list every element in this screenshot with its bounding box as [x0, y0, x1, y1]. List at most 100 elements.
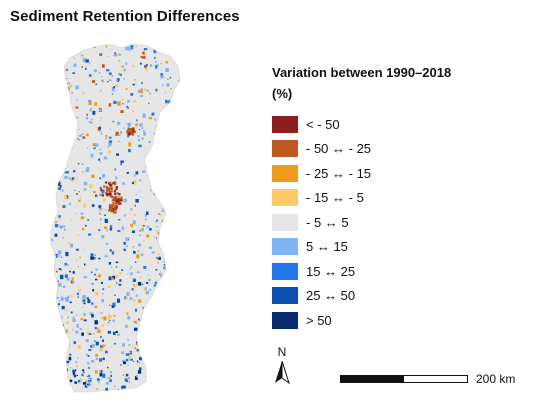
variation-pixel: [155, 295, 160, 300]
variation-pixel: [65, 368, 67, 370]
variation-pixel: [50, 223, 52, 226]
variation-pixel: [139, 123, 143, 127]
variation-pixel: [126, 312, 129, 315]
variation-pixel: [64, 175, 68, 179]
variation-pixel: [150, 348, 153, 350]
variation-pixel: [130, 223, 133, 228]
variation-pixel: [143, 225, 145, 227]
variation-pixel: [166, 154, 169, 157]
variation-pixel: [67, 390, 71, 392]
variation-pixel: [135, 322, 138, 324]
variation-pixel: [99, 152, 103, 155]
variation-pixel: [175, 284, 177, 287]
variation-pixel: [135, 392, 138, 395]
variation-pixel: [68, 202, 71, 206]
variation-pixel: [98, 108, 102, 112]
variation-pixel: [63, 378, 67, 383]
variation-pixel: [60, 316, 63, 319]
legend-item: - 15 ↔ - 5: [272, 187, 512, 209]
variation-pixel: [133, 284, 137, 288]
variation-pixel: [179, 382, 180, 386]
variation-pixel: [160, 274, 164, 278]
variation-pixel: [131, 182, 133, 184]
legend-unit: (%): [272, 86, 293, 101]
variation-pixel: [180, 380, 183, 384]
variation-pixel: [82, 57, 87, 62]
variation-pixel: [77, 345, 81, 349]
variation-pixel: [130, 93, 133, 96]
variation-pixel: [142, 307, 145, 309]
variation-pixel: [77, 379, 80, 383]
north-arrow: N: [270, 345, 294, 389]
variation-pixel: [57, 125, 60, 127]
variation-pixel: [151, 374, 154, 377]
variation-pixel: [137, 135, 140, 138]
variation-pixel: [83, 371, 85, 373]
variation-pixel: [54, 223, 59, 228]
variation-pixel: [54, 357, 57, 361]
variation-pixel: [99, 177, 102, 180]
variation-pixel: [165, 367, 168, 371]
variation-pixel: [111, 195, 114, 198]
variation-pixel: [66, 321, 69, 325]
variation-pixel: [162, 301, 164, 303]
variation-pixel: [85, 67, 87, 70]
variation-pixel: [125, 373, 129, 378]
variation-pixel: [144, 361, 148, 364]
variation-pixel: [145, 63, 148, 67]
variation-pixel: [105, 45, 108, 48]
variation-pixel: [133, 360, 135, 362]
variation-pixel: [83, 181, 88, 186]
variation-pixel: [170, 249, 173, 251]
variation-pixel: [72, 116, 74, 119]
variation-pixel: [179, 231, 180, 235]
variation-pixel: [136, 254, 140, 259]
variation-pixel: [133, 299, 136, 302]
variation-pixel: [60, 225, 62, 228]
variation-pixel: [120, 197, 123, 200]
variation-pixel: [62, 332, 64, 334]
variation-pixel: [132, 220, 136, 225]
variation-pixel: [88, 121, 91, 124]
variation-pixel: [132, 230, 135, 233]
variation-pixel: [138, 282, 142, 286]
variation-pixel: [54, 263, 56, 265]
portugal-map: [49, 43, 183, 395]
legend-label: 15 ↔ 25: [306, 263, 356, 279]
legend-item: 15 ↔ 25: [272, 260, 512, 282]
variation-pixel: [54, 253, 58, 258]
variation-pixel: [167, 367, 169, 369]
variation-pixel: [65, 171, 69, 174]
variation-pixel: [163, 120, 165, 122]
variation-pixel: [99, 218, 102, 221]
variation-pixel: [89, 110, 92, 112]
variation-pixel: [132, 110, 134, 112]
variation-pixel: [58, 139, 60, 141]
variation-pixel: [169, 346, 172, 349]
variation-pixel: [157, 283, 161, 288]
variation-pixel: [179, 367, 180, 370]
variation-pixel: [125, 123, 127, 125]
variation-pixel: [175, 254, 179, 257]
variation-pixel: [142, 388, 146, 392]
variation-pixel: [125, 237, 128, 241]
variation-pixel: [50, 309, 52, 312]
variation-pixel: [128, 46, 132, 51]
variation-pixel: [178, 262, 180, 267]
variation-pixel: [139, 367, 142, 370]
variation-pixel: [103, 316, 107, 321]
variation-pixel: [76, 116, 79, 119]
variation-pixel: [128, 237, 130, 239]
variation-pixel: [151, 251, 155, 254]
variation-pixel: [165, 100, 168, 104]
variation-pixel: [99, 126, 102, 130]
variation-pixel: [149, 92, 151, 95]
variation-pixel: [156, 154, 159, 157]
legend-label: - 50 ↔ - 25: [306, 141, 372, 156]
variation-pixel: [55, 345, 57, 347]
variation-pixel: [72, 115, 74, 117]
variation-pixel: [90, 345, 93, 348]
variation-pixel: [127, 364, 129, 367]
variation-pixel: [129, 297, 133, 300]
variation-pixel: [70, 243, 73, 248]
